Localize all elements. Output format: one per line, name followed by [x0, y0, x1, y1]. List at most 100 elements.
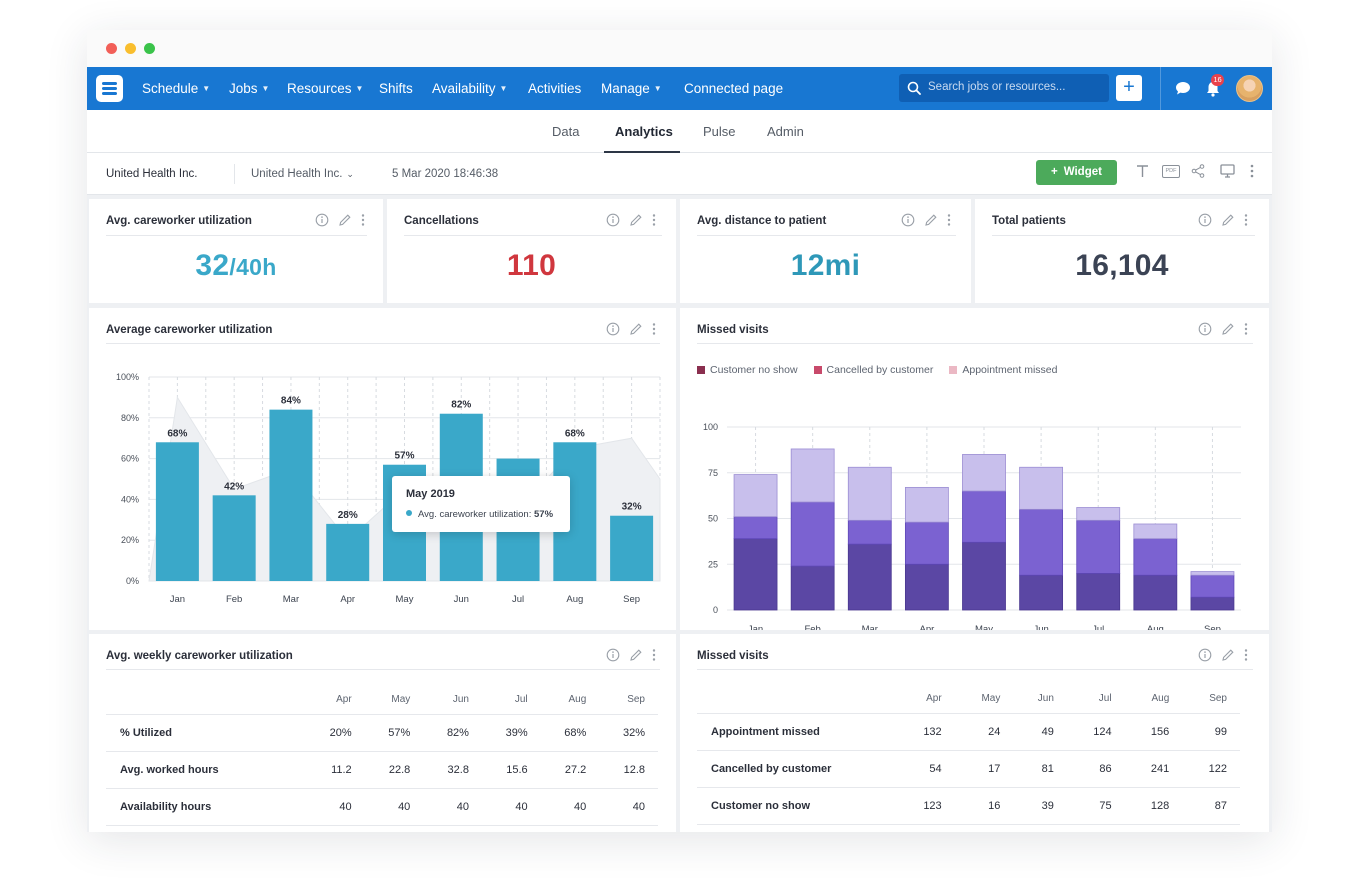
- column-header: Sep: [627, 694, 645, 706]
- info-icon[interactable]: [606, 322, 620, 336]
- info-icon[interactable]: [901, 213, 915, 227]
- close-window-button[interactable]: [106, 43, 117, 54]
- table-cell: 17: [954, 749, 1014, 787]
- card-actions: [606, 648, 656, 662]
- pdf-icon[interactable]: PDF: [1162, 165, 1180, 178]
- info-icon[interactable]: [1198, 213, 1212, 227]
- edit-icon[interactable]: [924, 213, 938, 227]
- column-header: Jun: [452, 694, 469, 706]
- x-tick-label: Jul: [1092, 624, 1104, 630]
- y-tick-label: 100%: [116, 372, 139, 382]
- text-icon[interactable]: [1136, 164, 1149, 178]
- minimize-window-button[interactable]: [125, 43, 136, 54]
- nav-connected-page[interactable]: Connected page: [684, 81, 784, 96]
- table-cell: 49: [1013, 712, 1067, 750]
- edit-icon[interactable]: [338, 213, 352, 227]
- more-icon[interactable]: [652, 213, 656, 227]
- table-cell: 241: [1124, 749, 1183, 787]
- tab-analytics[interactable]: Analytics: [615, 124, 673, 139]
- divider: [992, 235, 1255, 236]
- tab-admin[interactable]: Admin: [767, 124, 804, 139]
- bar-jan: [155, 442, 199, 581]
- organization-select[interactable]: United Health Inc. ⌄: [251, 168, 354, 180]
- share-icon[interactable]: [1191, 164, 1205, 178]
- chevron-down-icon: ▼: [202, 84, 211, 93]
- legend-item[interactable]: Appointment missed: [949, 364, 1058, 376]
- more-icon[interactable]: [652, 322, 656, 336]
- more-icon[interactable]: [1244, 648, 1248, 662]
- more-icon[interactable]: [1244, 322, 1248, 336]
- bar-segment-feb: [790, 501, 835, 567]
- maximize-window-button[interactable]: [144, 43, 155, 54]
- tab-pulse[interactable]: Pulse: [703, 124, 736, 139]
- x-tick-label: May: [396, 594, 414, 605]
- more-icon[interactable]: [361, 213, 365, 227]
- series-dot-icon: [406, 510, 412, 516]
- card-title: Missed visits: [697, 650, 769, 662]
- legend-item[interactable]: Cancelled by customer: [813, 364, 933, 376]
- chevron-down-icon: ▼: [499, 84, 508, 93]
- table-cell: 54: [897, 749, 955, 787]
- table-row: % Utilized 20% 57% 82% 39% 68% 32%: [106, 713, 658, 751]
- bar-sep: [610, 515, 654, 581]
- y-tick-label: 20%: [121, 535, 139, 545]
- y-tick-label: 100: [703, 422, 718, 432]
- top-navbar: Schedule ▼ Jobs ▼ Resources ▼ Shifts Availa…: [87, 67, 1272, 110]
- row-label: Avg. worked hours: [106, 750, 306, 788]
- x-tick-label: Jun: [1033, 624, 1048, 630]
- nav-shifts[interactable]: Shifts: [379, 81, 413, 96]
- search-input[interactable]: Search jobs or resources...: [899, 74, 1109, 102]
- info-icon[interactable]: [1198, 648, 1212, 662]
- edit-icon[interactable]: [1221, 648, 1235, 662]
- dashboard-toolbar: United Health Inc. United Health Inc. ⌄ 5…: [87, 153, 1272, 195]
- add-button[interactable]: +: [1116, 75, 1142, 101]
- card-title: Average careworker utilization: [106, 324, 273, 336]
- monitor-icon[interactable]: [1220, 164, 1235, 178]
- x-tick-label: Feb: [804, 624, 820, 630]
- bar-segment-may: [962, 454, 1006, 492]
- chat-icon[interactable]: [1175, 81, 1191, 96]
- nav-schedule[interactable]: Schedule ▼: [142, 81, 211, 96]
- more-icon[interactable]: [1250, 164, 1254, 178]
- info-icon[interactable]: [1198, 322, 1212, 336]
- edit-icon[interactable]: [629, 648, 643, 662]
- table-header-row: Apr May Jun Jul Aug Sep: [106, 686, 658, 714]
- app-window: Schedule ▼ Jobs ▼ Resources ▼ Shifts Availa…: [87, 30, 1272, 832]
- tooltip-title: May 2019: [406, 488, 455, 500]
- info-icon[interactable]: [315, 213, 329, 227]
- nav-jobs[interactable]: Jobs ▼: [229, 81, 270, 96]
- edit-icon[interactable]: [1221, 213, 1235, 227]
- legend-item[interactable]: Customer no show: [697, 364, 798, 376]
- avatar[interactable]: [1236, 75, 1263, 102]
- tab-data[interactable]: Data: [552, 124, 580, 139]
- bar-segment-sep: [1190, 571, 1235, 576]
- table-cell: 68%: [540, 713, 600, 751]
- nav-activities[interactable]: Activities: [528, 81, 582, 96]
- table-cell: 11.2: [306, 750, 365, 788]
- divider: [697, 235, 956, 236]
- kpi-value: 32/40h: [195, 249, 277, 282]
- bar-segment-sep: [1190, 574, 1235, 598]
- bar-segment-apr: [904, 563, 949, 611]
- x-tick-label: Mar: [862, 624, 878, 630]
- edit-icon[interactable]: [629, 322, 643, 336]
- info-icon[interactable]: [606, 648, 620, 662]
- more-icon[interactable]: [1244, 213, 1248, 227]
- nav-resources[interactable]: Resources ▼: [287, 81, 364, 96]
- more-icon[interactable]: [652, 648, 656, 662]
- nav-manage[interactable]: Manage ▼: [601, 81, 662, 96]
- column-header: Aug: [568, 694, 587, 706]
- app-logo[interactable]: [96, 75, 123, 102]
- edit-icon[interactable]: [629, 213, 643, 227]
- info-icon[interactable]: [606, 213, 620, 227]
- add-widget-button[interactable]: + Widget: [1036, 160, 1117, 185]
- search-icon: [907, 81, 921, 95]
- edit-icon[interactable]: [1221, 322, 1235, 336]
- row-label: Availability hours: [106, 787, 306, 826]
- bar-segment-mar: [847, 543, 892, 611]
- card-title: Avg. careworker utilization: [106, 215, 252, 227]
- title-bar: [87, 30, 1272, 67]
- table-cell: 156: [1124, 712, 1183, 750]
- more-icon[interactable]: [947, 213, 951, 227]
- nav-availability[interactable]: Availability ▼: [432, 81, 508, 96]
